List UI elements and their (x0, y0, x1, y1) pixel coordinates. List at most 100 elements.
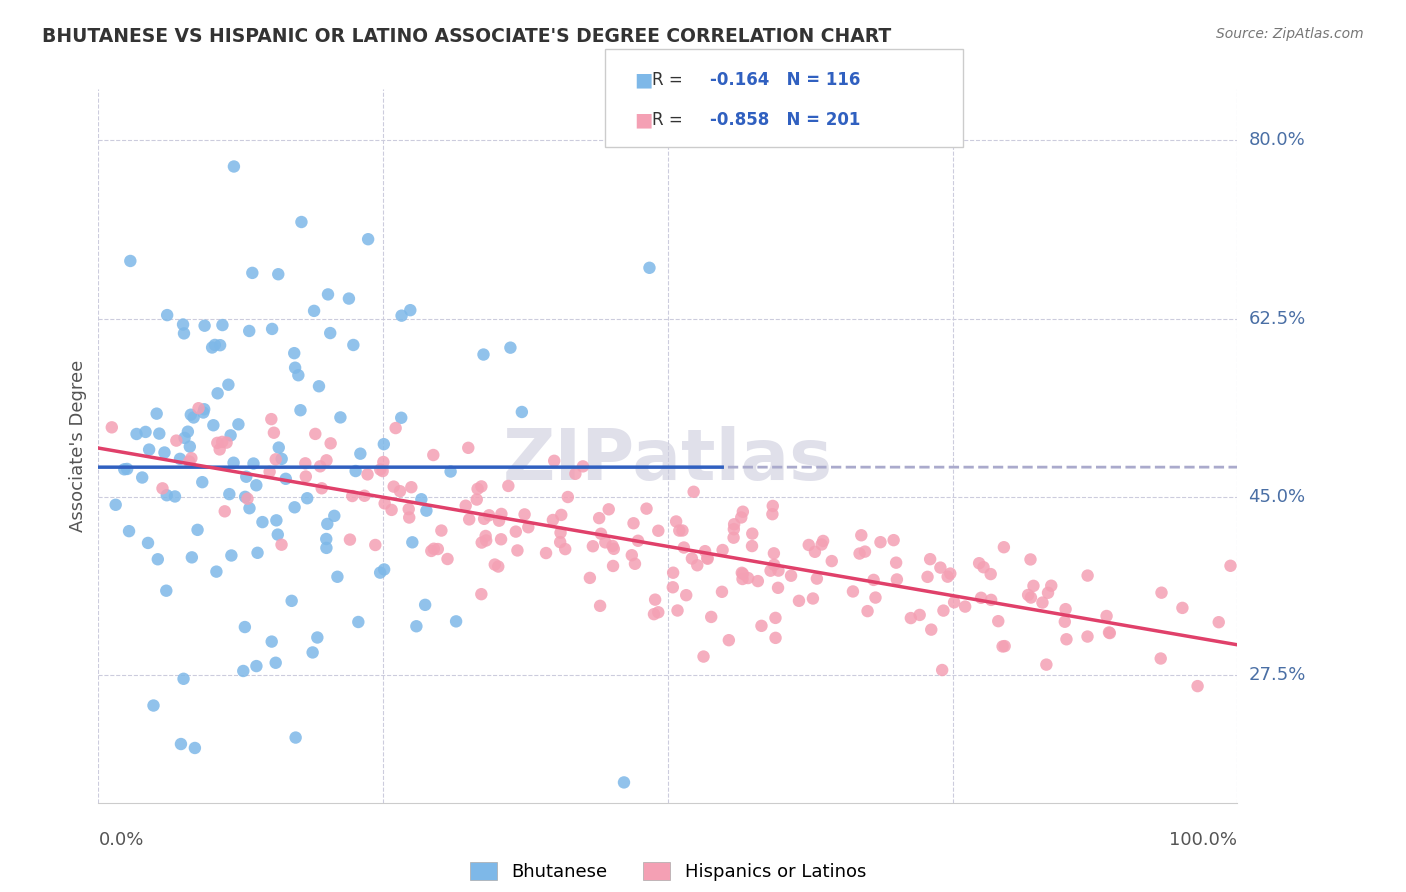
Point (193, 402, 215, 417)
Point (554, 542, 576, 557)
Point (1031, 596, 1053, 610)
Point (908, 607, 931, 622)
Point (381, 503, 404, 517)
Point (987, 614, 1010, 628)
Point (371, 464, 394, 478)
Point (588, 511, 610, 525)
Point (723, 522, 745, 536)
Point (458, 512, 481, 526)
Point (347, 615, 370, 629)
Point (308, 379, 330, 393)
Point (183, 410, 205, 425)
Point (374, 496, 396, 510)
Point (762, 499, 785, 513)
Point (398, 510, 420, 524)
Point (204, 338, 226, 352)
Text: 0.0%: 0.0% (98, 831, 143, 849)
Point (401, 535, 423, 549)
Point (865, 591, 887, 605)
Point (180, 408, 202, 422)
Point (388, 484, 411, 499)
Text: ZIPatlas: ZIPatlas (503, 425, 832, 495)
Point (499, 341, 522, 355)
Point (315, 532, 337, 546)
Point (636, 501, 658, 516)
Point (373, 562, 395, 576)
Point (582, 539, 605, 553)
Point (398, 502, 420, 516)
Point (686, 558, 709, 573)
Point (316, 287, 339, 301)
Point (856, 604, 879, 618)
Text: 80.0%: 80.0% (1249, 131, 1305, 149)
Point (391, 309, 413, 323)
Point (235, 469, 257, 483)
Point (666, 603, 689, 617)
Point (263, 425, 285, 440)
Point (668, 524, 690, 538)
Point (471, 535, 494, 549)
Point (264, 452, 287, 467)
Point (405, 619, 427, 633)
Point (339, 533, 361, 547)
Point (202, 418, 225, 433)
Point (550, 525, 572, 540)
Point (177, 425, 200, 439)
Point (364, 538, 387, 552)
Point (932, 604, 955, 618)
Point (142, 698, 165, 713)
Point (917, 570, 939, 584)
Point (422, 448, 444, 462)
Point (295, 491, 318, 506)
Point (470, 587, 492, 601)
Text: 45.0%: 45.0% (1249, 488, 1306, 506)
Point (920, 623, 942, 637)
Point (211, 434, 233, 449)
Point (309, 459, 332, 474)
Point (353, 489, 375, 503)
Point (700, 610, 723, 624)
Point (765, 631, 787, 645)
Point (498, 479, 520, 493)
Text: Source: ZipAtlas.com: Source: ZipAtlas.com (1216, 27, 1364, 41)
Point (1077, 568, 1099, 582)
Point (747, 574, 769, 588)
Point (602, 539, 624, 553)
Point (472, 512, 495, 526)
Point (953, 599, 976, 614)
Point (851, 528, 873, 542)
Point (862, 573, 884, 587)
Point (853, 544, 876, 558)
Point (173, 326, 195, 341)
Point (696, 551, 718, 566)
Point (1076, 630, 1098, 644)
Point (759, 564, 782, 578)
Point (467, 482, 489, 496)
Point (290, 215, 312, 229)
Point (295, 469, 318, 483)
Point (1219, 558, 1241, 573)
Point (260, 634, 283, 648)
Point (270, 538, 292, 552)
Point (1054, 602, 1077, 616)
Point (886, 573, 908, 587)
Point (737, 571, 759, 585)
Point (373, 437, 395, 451)
Point (484, 558, 506, 572)
Point (967, 556, 990, 570)
Point (1171, 600, 1194, 615)
Point (444, 615, 467, 629)
Point (579, 571, 602, 585)
Point (232, 664, 254, 678)
Point (1187, 679, 1209, 693)
Point (214, 504, 236, 518)
Point (311, 481, 333, 495)
Point (627, 533, 650, 548)
Text: 100.0%: 100.0% (1170, 831, 1237, 849)
Point (266, 513, 288, 527)
Point (682, 484, 704, 499)
Point (439, 465, 461, 479)
Point (155, 583, 177, 598)
Point (148, 426, 170, 441)
Point (1035, 657, 1057, 672)
